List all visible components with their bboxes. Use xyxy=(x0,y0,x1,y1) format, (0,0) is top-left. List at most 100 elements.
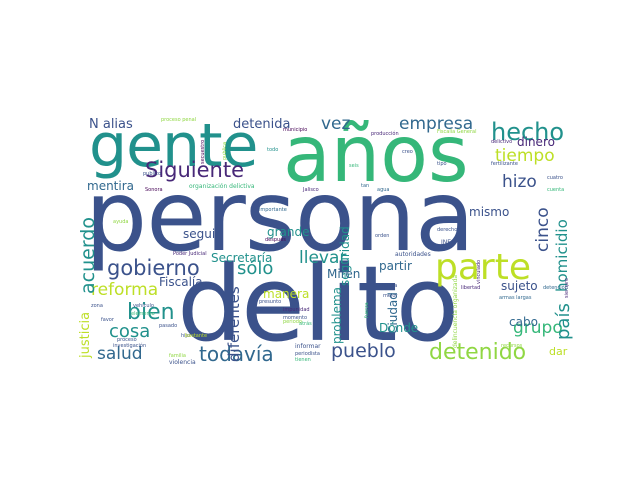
word-vehiculo: vehículo xyxy=(133,303,154,309)
word-justicia: justicia xyxy=(78,311,93,358)
word-detencion: detención xyxy=(543,285,568,291)
word-mentira: mentira xyxy=(87,179,135,193)
word-secuestro: secuestro xyxy=(200,139,206,164)
word-zona: zona xyxy=(91,303,103,309)
word-cuatro: cuatro xyxy=(547,175,563,181)
word-detenida: detenida xyxy=(233,117,291,132)
word-sentencia: sentencia xyxy=(373,283,398,289)
word-anos: años xyxy=(283,112,469,200)
word-tan: tan xyxy=(361,183,370,189)
word-ayuda: ayuda xyxy=(113,219,129,225)
word-informa: informa xyxy=(253,307,273,313)
word-hijo: hijo xyxy=(181,333,191,339)
word-jalisco: Jalisco xyxy=(303,187,319,193)
word-delito: delito xyxy=(177,243,459,365)
word-solo: sólo xyxy=(237,258,274,279)
word-fertilizante: fertilizante xyxy=(491,161,518,167)
word-grupo: grupo xyxy=(513,318,563,338)
word-seis: seis xyxy=(349,163,359,169)
word-publica: publica xyxy=(222,141,228,160)
word-recursos: recursos xyxy=(501,343,523,349)
word-importante: importante xyxy=(259,207,287,213)
word-fuerza: fuerza xyxy=(364,302,370,318)
word-libertad: libertad xyxy=(461,285,481,291)
word-donde: Dónde xyxy=(379,321,419,335)
word-tipo: tipo xyxy=(437,161,447,167)
word-produccion: producción xyxy=(371,131,399,137)
word-violencia: violencia xyxy=(169,359,196,366)
word-detenido: detenido xyxy=(429,340,527,365)
word-cosa: cosa xyxy=(109,321,151,342)
word-familia: familia xyxy=(169,353,186,359)
word-todavia: todavía xyxy=(199,342,274,366)
word-pueblo: pueblo xyxy=(331,340,396,362)
word-persona: persona xyxy=(85,160,475,274)
word-pais: país xyxy=(553,303,574,340)
word-creo: creo xyxy=(402,149,413,155)
word-dinero: dinero xyxy=(517,135,555,149)
word-siguiente: Siguiente xyxy=(145,158,245,182)
word-favor: favor xyxy=(101,317,114,323)
word-miren: Miren xyxy=(327,267,361,281)
word-empresa: empresa xyxy=(399,114,474,134)
word-pasado: pasado xyxy=(159,323,178,329)
word-llevar: llevar xyxy=(299,248,347,268)
word-proceso: proceso xyxy=(117,337,137,343)
word-despues: después xyxy=(265,237,286,243)
word-bastante: bastante xyxy=(185,333,208,339)
word-secretaria: Secretaría xyxy=(211,251,273,265)
word-todo: todo xyxy=(267,147,279,153)
word-presunto: presunto xyxy=(259,299,282,305)
word-orden: orden xyxy=(375,233,390,239)
word-parte: parte xyxy=(435,247,531,288)
word-publico: publico xyxy=(143,171,162,177)
word-derecho: derecho xyxy=(437,227,458,233)
word-armas-largas: armas largas xyxy=(499,295,532,301)
word-cabo: cabo xyxy=(509,315,538,329)
word-impunidad: impunidad xyxy=(283,307,310,313)
word-cloud: persona delito años gente parte hecho em… xyxy=(77,112,576,368)
word-delincuencia: delincuencia organizada xyxy=(452,274,459,348)
word-periodista: periodista xyxy=(295,351,320,357)
word-tienen: tienen xyxy=(295,357,311,363)
word-problema: problema xyxy=(330,286,344,344)
word-autoridades: autoridades xyxy=(395,251,431,258)
word-cuenta: cuenta xyxy=(547,187,565,193)
word-hecho: hecho xyxy=(491,118,565,146)
word-tiempo: tiempo xyxy=(495,146,555,166)
word-atras: atrás xyxy=(299,321,312,327)
word-vinculado: vinculado xyxy=(476,259,482,284)
word-cinco: cinco xyxy=(533,207,553,252)
word-grande: grande xyxy=(267,225,310,239)
word-proceso-penal: proceso penal xyxy=(161,117,197,123)
word-delictivo: delictivo xyxy=(491,139,513,145)
word-gobierno: gobierno xyxy=(107,256,200,280)
word-n-alias: N alias xyxy=(89,117,133,132)
word-fiscalia: Fiscalía xyxy=(159,275,203,289)
word-periodo: periodo xyxy=(283,319,302,325)
word-manera: manera xyxy=(263,287,310,301)
word-hizo: hizo xyxy=(502,172,537,192)
word-mejor: mejor xyxy=(383,293,398,299)
word-reforma: reforma xyxy=(91,280,159,300)
word-mismo: mismo xyxy=(469,205,510,219)
word-dar: dar xyxy=(549,345,568,358)
word-investigacion: investigación xyxy=(113,343,147,349)
word-partir: partir xyxy=(379,259,412,273)
word-bien: bien xyxy=(127,300,175,325)
word-poder-judicial: Poder Judicial xyxy=(173,251,207,257)
word-sujeto: sujeto xyxy=(501,279,538,293)
word-fiscalia-general: Fiscalía General xyxy=(437,129,477,135)
word-elemento: elemento xyxy=(131,311,155,317)
word-agua: agua xyxy=(377,187,390,193)
word-organizacion: organización delictiva xyxy=(189,183,255,190)
word-informar: informar xyxy=(295,343,321,350)
word-momento: momento xyxy=(283,315,308,321)
word-diferentes: diferentes xyxy=(225,286,243,362)
word-acuerdo: acuerdo xyxy=(77,217,99,294)
word-sonora: Sonora xyxy=(145,187,163,193)
word-municipio: municipio xyxy=(283,127,308,133)
word-ine: INE xyxy=(441,239,452,246)
word-gente: gente xyxy=(89,112,258,181)
word-seguir: seguir xyxy=(183,227,221,241)
